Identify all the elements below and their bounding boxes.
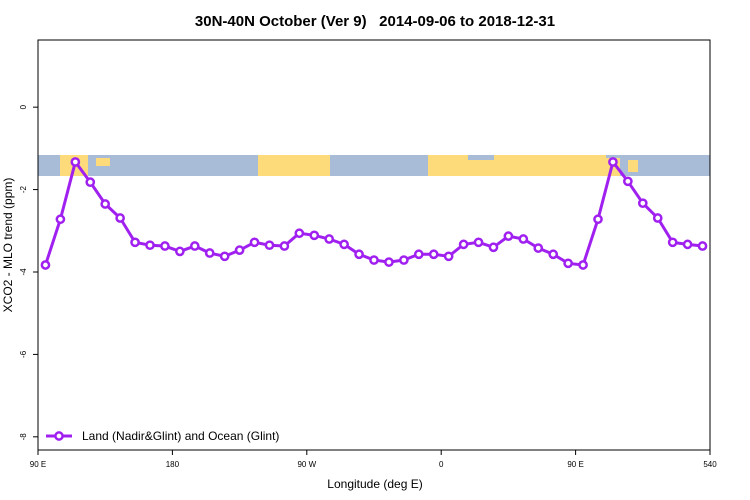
data-point	[458, 239, 469, 250]
data-point	[115, 213, 125, 223]
land	[628, 160, 638, 172]
x-tick-label: 90 E	[30, 460, 46, 469]
plot-frame	[37, 39, 711, 451]
data-point	[339, 239, 349, 250]
land	[258, 155, 330, 176]
data-point	[130, 237, 140, 248]
y-axis-label: XCO2 - MLO trend (ppm)	[1, 178, 15, 313]
data-point	[354, 249, 364, 260]
data-point	[623, 176, 633, 187]
data-point	[70, 157, 81, 167]
data-point	[667, 237, 678, 248]
data-point	[578, 260, 588, 270]
y-tick-label: -6	[19, 350, 28, 358]
data-point	[488, 242, 499, 253]
legend-marker	[54, 431, 64, 441]
data-point	[593, 214, 603, 225]
data-point	[608, 157, 618, 167]
data-point	[279, 241, 290, 251]
data-point	[413, 249, 424, 260]
data-point	[399, 255, 409, 265]
data-point	[384, 257, 394, 267]
data-point	[249, 237, 260, 248]
data-point	[428, 249, 439, 260]
data-point	[219, 251, 230, 262]
x-tick-label: 180	[166, 460, 180, 469]
data-point	[324, 234, 335, 244]
y-tick-label: -8	[19, 433, 28, 441]
data-point	[234, 245, 245, 256]
data-point	[175, 246, 185, 257]
x-tick-label: 0	[439, 460, 444, 469]
data-point	[85, 177, 96, 188]
data-point	[652, 213, 663, 223]
data-point	[518, 234, 529, 244]
y-tick-label: 0	[19, 104, 28, 109]
data-point	[204, 248, 215, 258]
data-point	[548, 249, 559, 260]
land	[468, 160, 494, 176]
data-point	[637, 198, 648, 209]
data-point	[294, 228, 305, 239]
data-point	[264, 240, 275, 251]
data-point	[55, 214, 66, 225]
data-point	[100, 199, 111, 209]
x-tick-label: 90 W	[297, 460, 316, 469]
land	[494, 155, 606, 176]
land	[96, 158, 110, 166]
land	[428, 155, 468, 176]
y-tick-label: -4	[19, 268, 28, 276]
x-tick-label: 90 E	[567, 460, 583, 469]
data-point	[40, 260, 51, 270]
data-point	[563, 258, 573, 269]
data-point	[145, 240, 155, 251]
data-point	[443, 251, 454, 262]
plot-area: 90 E 180 90 W 0 90 E 540 -8 -6 -4 -2 0 Land (Nadir&…	[19, 104, 717, 469]
x-tick-label: 540	[703, 460, 717, 469]
data-point	[697, 241, 708, 251]
chart-title: 30N-40N October (Ver 9) 2014-09-06 to 20…	[195, 13, 555, 30]
data-point	[533, 243, 544, 253]
data-point	[160, 241, 170, 251]
x-axis-label: Longitude (deg E)	[327, 477, 422, 491]
legend-label: Land (Nadir&Glint) and Ocean (Glint)	[82, 429, 279, 443]
data-point	[473, 237, 484, 248]
data-point	[682, 239, 693, 250]
data-point	[503, 231, 514, 241]
data-point	[189, 241, 200, 251]
y-tick-label: -2	[19, 185, 28, 193]
data-point	[369, 255, 379, 265]
data-point	[309, 230, 320, 241]
